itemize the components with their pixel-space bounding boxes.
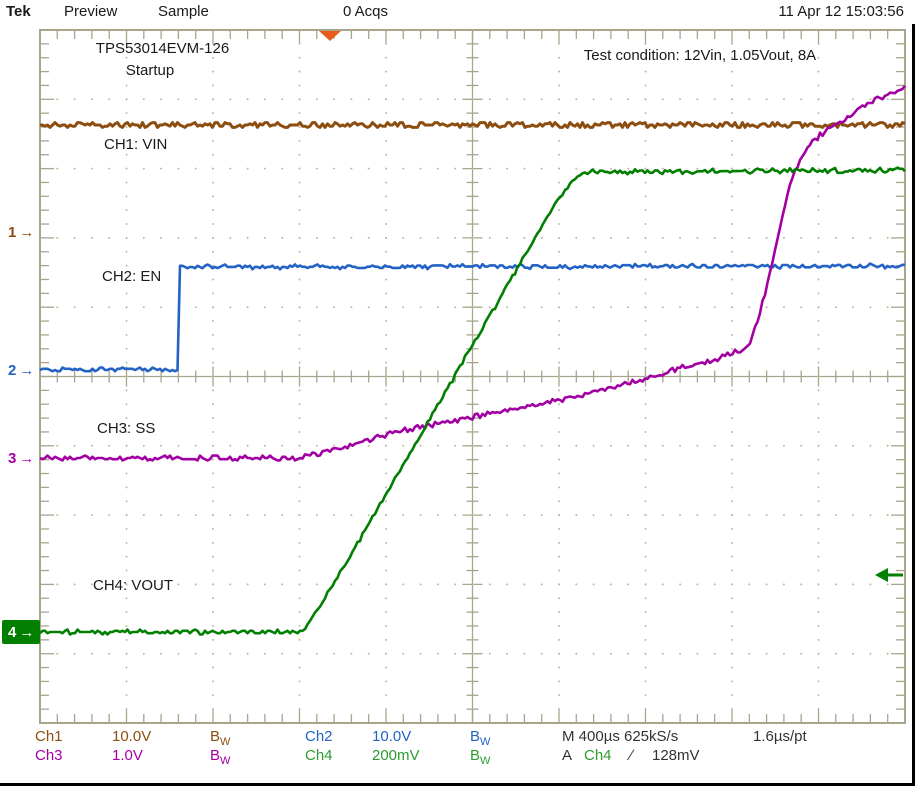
graticule xyxy=(39,29,906,724)
channel-marker-3-arrow-icon: → xyxy=(19,449,35,467)
bw-main: B xyxy=(210,728,221,745)
readout-trigger-source: Ch4 xyxy=(584,747,612,764)
readout-ch4-scale: 200mV xyxy=(372,747,420,764)
readout-ch3-name: Ch3 xyxy=(35,747,63,764)
bw-sub: W xyxy=(220,755,231,767)
readout-ch3-scale: 1.0V xyxy=(112,747,143,764)
datetime-label: 11 Apr 12 15:03:56 xyxy=(778,3,904,20)
readout-row-1: Ch1 10.0V BW Ch2 10.0V BW M 400µs 625kS/… xyxy=(0,728,920,748)
channel-marker-4-arrow-icon: → xyxy=(19,623,35,641)
channel-marker-3[interactable]: 3 → xyxy=(2,446,40,470)
bw-main: B xyxy=(210,747,221,764)
frame-bottom-edge xyxy=(0,783,915,786)
label-ch3-ss: CH3: SS xyxy=(97,420,156,437)
channel-marker-2[interactable]: 2 → xyxy=(2,358,40,382)
channel-marker-4[interactable]: 4 → xyxy=(2,620,40,644)
acquisition-mode: Sample xyxy=(158,3,209,20)
readout-trigger-slope-icon: ∕ xyxy=(630,747,633,764)
bw-sub: W xyxy=(480,736,491,748)
trigger-level-marker[interactable] xyxy=(875,568,903,582)
bw-main: B xyxy=(470,747,481,764)
channel-marker-4-number: 4 xyxy=(8,623,17,641)
label-ch4-vout: CH4: VOUT xyxy=(93,577,174,594)
bw-sub: W xyxy=(220,736,231,748)
readout-ch2-scale: 10.0V xyxy=(372,728,412,745)
channel-marker-3-number: 3 xyxy=(8,449,17,467)
channel-marker-2-arrow-icon: → xyxy=(19,361,35,379)
brand-label: Tek xyxy=(6,3,31,20)
trigger-position-marker[interactable] xyxy=(319,31,341,41)
graticule-dots xyxy=(56,42,889,711)
annotation-condition: Test condition: 12Vin, 1.05Vout, 8A xyxy=(583,47,817,64)
waveform-ch3 xyxy=(39,84,907,462)
readout-ch3-bandwidth-icon: BW xyxy=(210,747,230,767)
label-ch1-vin: CH1: VIN xyxy=(104,136,168,153)
acquisition-status: Preview xyxy=(64,3,118,20)
readout-ch1-scale: 10.0V xyxy=(112,728,152,745)
channel-marker-1-number: 1 xyxy=(8,223,17,241)
readout-ch2-name: Ch2 xyxy=(305,728,333,745)
readout-ch4-bandwidth-icon: BW xyxy=(470,747,490,767)
readout-trigger-level: 128mV xyxy=(652,747,700,764)
annotation-device: TPS53014EVM-126 xyxy=(95,40,230,57)
readout-ch1-name: Ch1 xyxy=(35,728,63,745)
readout-timebase: M 400µs 625kS/s xyxy=(562,728,679,745)
channel-marker-2-number: 2 xyxy=(8,361,17,379)
channel-marker-1-arrow-icon: → xyxy=(19,223,35,241)
readout-trigger-prefix: A xyxy=(562,747,573,764)
waveform-ch1 xyxy=(40,121,906,129)
readout-ch1-bandwidth-icon: BW xyxy=(210,728,230,748)
annotation-test-name: Startup xyxy=(125,62,175,79)
channel-marker-1[interactable]: 1 → xyxy=(2,220,40,244)
readout-ch2-bandwidth-icon: BW xyxy=(470,728,490,748)
label-ch2-en: CH2: EN xyxy=(102,268,162,285)
waveform-ch4 xyxy=(39,166,906,636)
bw-main: B xyxy=(470,728,481,745)
acquisition-count: 0 Acqs xyxy=(343,3,389,20)
waveform-ch2 xyxy=(39,262,905,373)
readout-resolution: 1.6µs/pt xyxy=(753,728,807,745)
bw-sub: W xyxy=(480,755,491,767)
readout-ch4-name: Ch4 xyxy=(305,747,333,764)
readout-row-2: Ch3 1.0V BW Ch4 200mV BW A Ch4 ∕ 128mV xyxy=(0,747,920,767)
frame-right-edge xyxy=(912,24,915,785)
